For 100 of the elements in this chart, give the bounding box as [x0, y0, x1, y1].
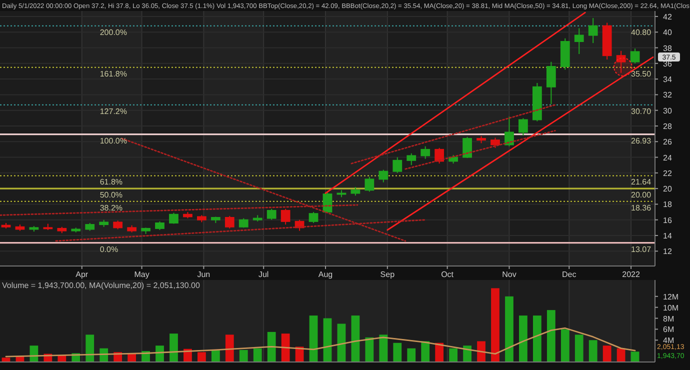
ref-line-label: 20.00 [631, 190, 652, 200]
bar [477, 341, 486, 362]
annotation: 50.0% [100, 190, 123, 200]
candlestick [490, 137, 500, 148]
candlestick [406, 152, 416, 166]
y-tick-label: 6M [663, 325, 674, 334]
bar [267, 332, 276, 362]
annotation: 127.2% [100, 106, 127, 116]
annotation: 161.8% [100, 69, 127, 78]
y-tick-label: 12 [663, 247, 672, 256]
bar [505, 296, 514, 362]
x-tick-label: 2022 [622, 270, 640, 279]
candlestick [392, 156, 402, 174]
bar [546, 310, 556, 362]
y-tick-label: 36 [663, 59, 672, 68]
x-tick-label: Jul [258, 270, 269, 279]
bar [156, 346, 164, 362]
bar [532, 316, 542, 362]
bar [463, 346, 472, 362]
bar [491, 288, 500, 362]
x-tick-label: Nov [502, 270, 516, 279]
bar [449, 348, 458, 362]
bar [323, 318, 332, 362]
bar [198, 352, 206, 362]
x-tick-label: May [134, 270, 150, 279]
y-tick-label: 22 [663, 168, 672, 178]
bar [253, 348, 262, 362]
candlestick [420, 146, 430, 160]
bar [630, 352, 640, 362]
candlestick [518, 118, 528, 136]
bar [435, 342, 444, 362]
bar [519, 316, 528, 362]
bar [239, 350, 248, 362]
y-tick-label: 14 [663, 231, 672, 240]
candlestick [224, 215, 234, 229]
x-tick-label: Dec [562, 270, 576, 279]
x-tick-label: Oct [441, 270, 454, 279]
y-tick-label: 12M [663, 292, 679, 302]
bar [211, 350, 220, 362]
candlestick [616, 50, 626, 74]
bar [560, 329, 570, 362]
y-tick-label: 16 [663, 216, 672, 225]
y-tick-label: 28 [663, 122, 672, 131]
annotation: 200.0% [100, 28, 127, 37]
y-tick-label: 38 [663, 44, 672, 53]
candlestick [266, 208, 276, 220]
ref-line-label: 30.70 [631, 106, 652, 116]
bar [281, 334, 290, 362]
x-tick-label: Sep [380, 270, 396, 279]
bar [225, 334, 234, 362]
candlestick [630, 48, 640, 64]
bar [365, 337, 374, 362]
x-tick-label: Apr [76, 270, 88, 279]
candlestick [308, 212, 318, 224]
annotation: 100.0% [100, 136, 127, 146]
candlestick [546, 61, 556, 105]
candlestick [434, 147, 444, 164]
annotation: 38.2% [100, 203, 123, 212]
ref-line-label: 13.07 [631, 244, 652, 254]
y-tick-label: 30 [663, 106, 672, 116]
bar [309, 316, 318, 362]
line-series [5, 327, 636, 358]
bar [602, 346, 612, 362]
y-tick-label: 18 [663, 200, 672, 210]
candlestick [378, 169, 388, 183]
ref-line-label: 35.50 [631, 69, 652, 78]
chart-title: Volume = 1,943,700.00, MA(Volume,20) = 2,051,130.00 [2, 281, 200, 290]
candlestick [364, 176, 374, 192]
y-tick-label: 8M [663, 314, 674, 324]
bar [393, 342, 402, 362]
bar [407, 348, 416, 362]
candlestick [588, 18, 598, 44]
y-tick-label: 40 [663, 28, 672, 38]
bar [421, 341, 430, 362]
bar [170, 334, 178, 362]
bar [351, 316, 360, 362]
x-tick-label: Aug [318, 270, 333, 279]
ref-line-label: 21.64 [631, 178, 652, 187]
y-tick-label: 26 [663, 138, 672, 147]
bar [379, 334, 388, 362]
y-tick-label: 20 [663, 184, 672, 194]
bar [337, 324, 346, 362]
bar [588, 340, 598, 362]
ref-line-label: 18.36 [631, 203, 652, 212]
candlestick [280, 208, 290, 226]
candlestick [574, 28, 584, 55]
candlestick [504, 116, 514, 147]
y-tick-label: 34 [663, 75, 672, 84]
y-tick-label: 32 [663, 90, 672, 100]
candlestick [169, 212, 178, 224]
y-tick-label: 24 [663, 153, 672, 162]
y-tick-label: 42 [663, 12, 672, 22]
ref-line-label: 40.80 [631, 28, 652, 37]
x-tick-label: Jun [197, 270, 210, 279]
annotation: 61.8% [100, 178, 123, 187]
annotation: 0.0% [100, 244, 118, 254]
y-tick-label: 10M [663, 303, 679, 312]
bar [574, 334, 584, 362]
ref-line-label: 26.93 [631, 136, 652, 146]
bar [86, 334, 94, 362]
